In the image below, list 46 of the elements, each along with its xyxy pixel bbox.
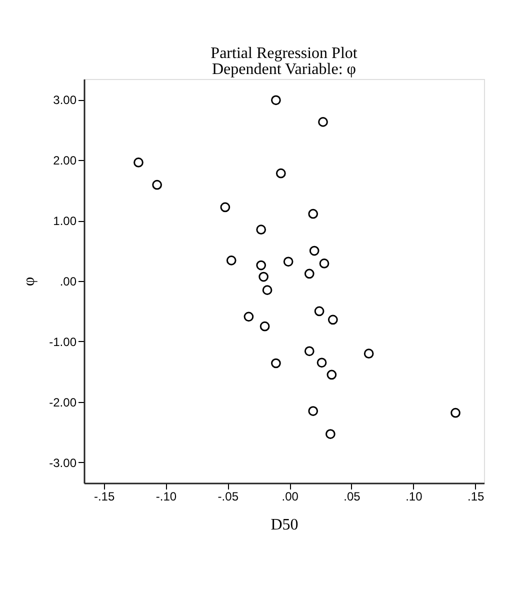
y-tick-label: 2.00: [53, 154, 77, 168]
point: [314, 306, 324, 316]
y-tick-label: 3.00: [53, 93, 77, 108]
point: [256, 224, 266, 235]
chart-subtitle: Dependent Variable: φ: [212, 61, 356, 78]
point: [326, 370, 337, 380]
point: [220, 202, 230, 212]
point: [316, 358, 327, 368]
point: [364, 348, 374, 358]
point: [134, 158, 144, 168]
point: [258, 272, 268, 282]
chart-title: Partial Regression Plot: [210, 45, 358, 62]
x-tick-label: .00: [282, 490, 299, 504]
point: [262, 285, 272, 295]
y-tick-label: -1.00: [49, 334, 77, 349]
y-tick-label: -3.00: [49, 456, 77, 470]
x-axis-title: D50: [270, 516, 298, 534]
x-tick-label: .05: [344, 490, 361, 504]
point: [283, 256, 294, 267]
point: [304, 268, 314, 279]
point: [244, 312, 254, 322]
point: [276, 168, 286, 178]
point: [226, 256, 236, 266]
point: [308, 406, 318, 416]
x-tick-label: .15: [467, 490, 484, 504]
x-tick-label: -.10: [156, 490, 177, 504]
point: [326, 429, 336, 439]
point: [450, 408, 460, 418]
x-tick-label: -.15: [94, 490, 115, 504]
x-tick-label: -.05: [218, 490, 239, 504]
y-tick-label: -2.00: [49, 395, 77, 410]
point: [328, 314, 338, 325]
point: [271, 95, 281, 106]
point: [309, 246, 320, 256]
point: [152, 180, 162, 190]
point: [271, 358, 281, 368]
point: [256, 260, 266, 270]
point: [319, 258, 330, 268]
point: [308, 208, 318, 219]
y-tick-label: 1.00: [53, 214, 77, 228]
y-tick-label: .00: [60, 274, 77, 288]
y-axis-title: φ: [21, 276, 38, 286]
x-tick-label: .10: [406, 490, 423, 504]
point: [260, 321, 270, 332]
point: [318, 117, 328, 127]
point: [304, 346, 314, 356]
